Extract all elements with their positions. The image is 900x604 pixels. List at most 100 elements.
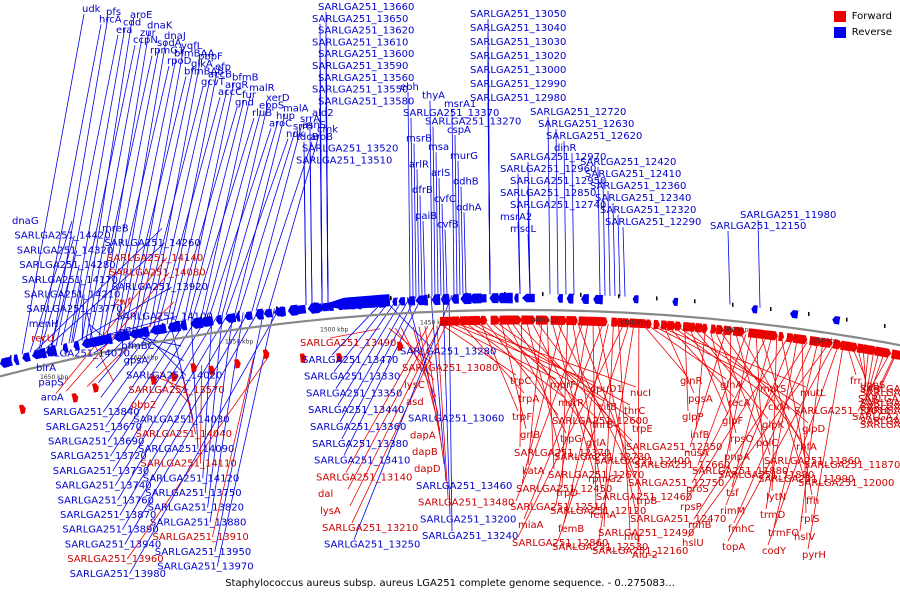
leader-line (637, 325, 640, 550)
leader-line (765, 340, 798, 510)
legend: Forward Reverse (833, 8, 892, 40)
gene-label: trpF (512, 412, 532, 423)
gene-label: SARLGA251_13140 (316, 472, 412, 483)
gene-label: SARLGA251_13620 (318, 26, 414, 37)
gene-label: dfrB (412, 185, 433, 196)
gene-label: SARLGA251_13360 (310, 422, 406, 433)
leader-line (865, 352, 874, 398)
leader-line (55, 257, 168, 394)
gene-label: Alu-2 (632, 550, 658, 561)
gene-arrows (0, 292, 900, 415)
gene-label: thrC (624, 406, 645, 417)
leader-line (76, 286, 172, 342)
gene-label: glpD (802, 424, 825, 435)
gene-label: trpD (556, 488, 578, 499)
gene-label: msrB (406, 134, 432, 145)
leader-line (191, 117, 255, 321)
reverse-gene (672, 297, 679, 306)
gene-label: SARLGA251_12620 (546, 131, 642, 142)
gene-label: rpsP (680, 502, 702, 513)
gene-label: topA (722, 542, 745, 553)
leader-line (435, 152, 439, 296)
leader-line (457, 160, 461, 295)
reverse-gene (581, 294, 589, 304)
leader-line (81, 294, 85, 341)
forward-gene (814, 336, 822, 347)
leader-line (521, 322, 563, 484)
leader-line (847, 348, 857, 376)
leader-line (617, 214, 621, 297)
leader-lines (21, 11, 896, 574)
gene-label: SARLGA251_13910 (152, 532, 248, 543)
gene-label: SARLGA251_13660 (318, 2, 414, 13)
leader-line (335, 297, 399, 389)
forward-gene (638, 318, 649, 329)
gene-label: pbp2 (131, 400, 156, 411)
leader-line (648, 325, 727, 380)
gene-label: SARLGA251_13600 (318, 49, 414, 60)
gene-label: mreB (102, 223, 129, 234)
leader-line (865, 356, 895, 416)
leader-line (436, 325, 449, 498)
gene-label: SARLGA251_12600 (552, 416, 648, 427)
reverse-gene (514, 293, 519, 303)
tick-mark (770, 307, 772, 312)
reverse-gene (107, 333, 113, 345)
gene-label: SARLGA251_12320 (600, 205, 696, 216)
leader-line (685, 339, 788, 502)
leader-line (454, 134, 458, 295)
leader-line (515, 322, 584, 502)
forward-gene (660, 320, 669, 330)
gene-label: SARLGA251_11870 (804, 460, 900, 471)
gene-label: SARLGA251_14170 (22, 275, 118, 286)
scale-label: 1500 kbp (320, 327, 348, 334)
reverse-gene (215, 314, 223, 325)
gene-label: SARLGA251_14420 (14, 231, 110, 242)
leader-line (571, 152, 575, 295)
tick-mark (618, 294, 620, 299)
gene-label: SARLGA251_14030 (133, 414, 229, 425)
leader-line (88, 323, 104, 337)
gene-label: aroB (310, 132, 333, 143)
leader-line (382, 298, 431, 347)
gene-label: trpC (510, 376, 531, 387)
tick-mark (276, 306, 278, 311)
reverse-gene (94, 335, 104, 346)
leader-line (773, 343, 818, 528)
reverse-gene (496, 292, 508, 304)
leader-line (339, 296, 411, 423)
leader-line (40, 235, 75, 350)
reverse-gene (398, 297, 406, 306)
gene-label: SARLGA251_12470 (630, 514, 726, 525)
leader-line (659, 326, 807, 388)
leader-line (153, 79, 211, 327)
gene-label: SARLGA251_12670 (548, 470, 644, 481)
gene-label: SARLGA251_13880 (150, 517, 246, 528)
gene-label: SARLGA251_13490 (300, 338, 396, 349)
tick-mark (694, 299, 696, 304)
leader-line (187, 100, 245, 321)
gene-label: SARLGA251_12730 (554, 452, 650, 463)
gene-label: SARLGA251_12350 (626, 442, 722, 453)
gene-label: era (116, 25, 132, 36)
leader-line (413, 143, 417, 297)
leader-line (325, 106, 329, 303)
reverse-gene (141, 326, 150, 338)
scale-label: 1650 kbp (40, 374, 68, 381)
gene-label: SARLGA251_12360 (590, 181, 686, 192)
gene-label: dapB (412, 447, 438, 458)
reverse-gene (566, 293, 574, 304)
reverse-gene (598, 294, 603, 305)
leader-line (255, 141, 313, 311)
leader-line (34, 228, 163, 352)
gene-label: ebh (400, 82, 419, 93)
gene-label: grlA (586, 438, 606, 449)
reverse-gene (180, 319, 188, 331)
forward-gene (558, 315, 568, 325)
leader-line (597, 323, 637, 514)
gene-label: SARLGA251_13760 (58, 495, 154, 506)
reverse-gene (406, 296, 416, 306)
backbone-arc (0, 308, 900, 378)
leader-line (129, 307, 280, 574)
gene-label: glpP (682, 412, 704, 423)
